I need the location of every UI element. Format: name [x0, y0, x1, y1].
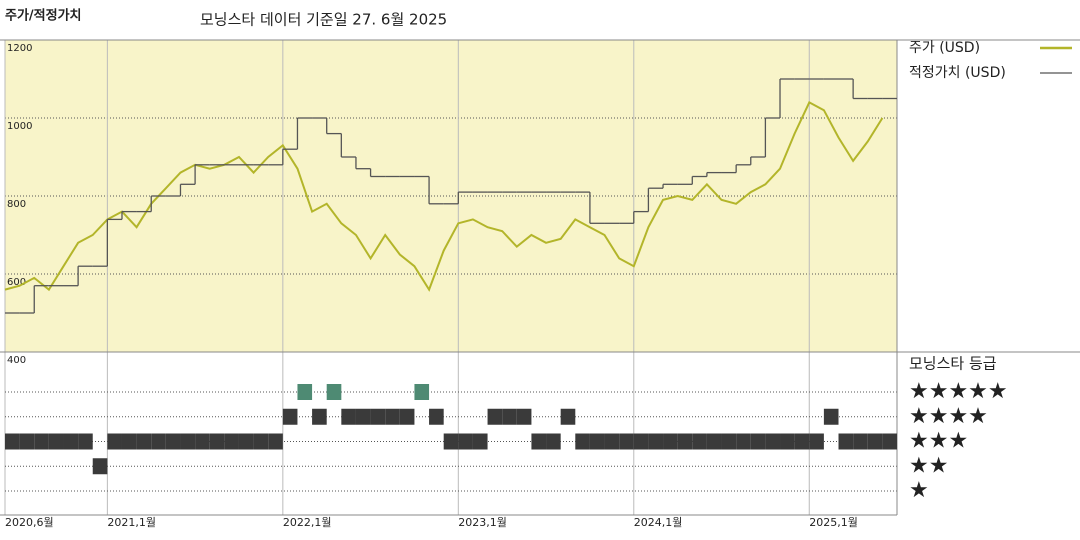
rating-bar: [195, 433, 210, 450]
rating-bar: [165, 433, 181, 450]
legend-label: 적정가치 (USD): [909, 65, 1006, 81]
rating-bar: [282, 408, 298, 425]
chart-subtitle: 모닝스타 데이터 기준일 27. 6월 2025: [200, 11, 447, 29]
rating-bar: [780, 433, 795, 450]
rating-bar: [487, 408, 503, 425]
x-tick-label: 2023,1월: [458, 516, 507, 529]
rating-bar: [648, 433, 664, 450]
rating-bar: [136, 433, 152, 450]
x-tick-label: 2020,6월: [5, 516, 54, 529]
rating-bar: [546, 433, 561, 450]
rating-bar: [633, 433, 649, 450]
rating-bar: [516, 408, 532, 425]
y-tick-label: 600: [7, 277, 26, 288]
y-tick-label: 1000: [7, 121, 32, 132]
rating-bar: [619, 433, 634, 450]
rating-bar: [34, 433, 49, 450]
y-tick-label: 1200: [7, 43, 32, 54]
rating-bar: [19, 433, 35, 450]
rating-label: ★★★: [909, 429, 968, 454]
rating-bar: [692, 433, 707, 450]
rating-bar: [355, 408, 371, 425]
rating-bar: [268, 433, 283, 450]
rating-bar: [853, 433, 868, 450]
rating-bar: [823, 408, 839, 425]
x-tick-label: 2025,1월: [809, 516, 858, 529]
rating-bar: [809, 433, 824, 450]
rating-bar: [253, 433, 269, 450]
x-tick-label: 2024,1월: [634, 516, 683, 529]
rating-bar: [385, 408, 400, 425]
rating-bar: [794, 433, 810, 450]
rating-bar: [604, 433, 620, 450]
rating-title: 모닝스타 등급: [909, 355, 997, 373]
rating-label: ★: [909, 478, 929, 503]
rating-bar: [721, 433, 737, 450]
rating-label: ★★★★: [909, 404, 988, 429]
rating-bar: [78, 433, 93, 450]
rating-bar: [750, 433, 766, 450]
rating-bar: [399, 408, 415, 425]
rating-bar: [765, 433, 781, 450]
rating-bar: [209, 433, 225, 450]
rating-bar: [706, 433, 722, 450]
rating-bar: [867, 433, 883, 450]
rating-bar: [838, 433, 854, 450]
rating-bar: [575, 433, 590, 450]
y-tick-label: 800: [7, 199, 26, 210]
rating-bar: [341, 408, 356, 425]
rating-bar: [63, 433, 79, 450]
chart-title: 주가/적정가치: [5, 8, 82, 24]
rating-bar: [312, 408, 327, 425]
rating-bar: [92, 458, 108, 475]
rating-bar: [560, 408, 576, 425]
rating-label: ★★: [909, 453, 948, 478]
rating-bar: [5, 433, 20, 450]
rating-bar: [48, 433, 64, 450]
rating-bar: [224, 433, 239, 450]
x-tick-label: 2021,1월: [107, 516, 156, 529]
rating-bar: [502, 408, 517, 425]
rating-bar: [370, 408, 386, 425]
rating-bar: [677, 433, 693, 450]
legend-label: 주가 (USD): [909, 40, 980, 56]
rating-bar: [663, 433, 678, 450]
rating-bar: [238, 433, 254, 450]
rating-bar: [589, 433, 605, 450]
rating-bar: [107, 433, 122, 450]
rating-bar: [121, 433, 137, 450]
rating-bar: [326, 384, 342, 400]
rating-bar: [458, 433, 473, 450]
rating-bar: [429, 408, 444, 425]
x-tick-label: 2022,1월: [283, 516, 332, 529]
rating-label: ★★★★★: [909, 379, 1008, 404]
rating-bar: [736, 433, 751, 450]
rating-bar: [443, 433, 459, 450]
rating-bar: [531, 433, 547, 450]
rating-bar: [297, 384, 313, 400]
rating-bar: [882, 433, 897, 450]
y-tick-label: 400: [7, 355, 26, 366]
rating-bar: [180, 433, 196, 450]
rating-bar: [151, 433, 166, 450]
plot-background: [5, 40, 897, 352]
rating-bar: [414, 384, 430, 400]
rating-bar: [472, 433, 488, 450]
